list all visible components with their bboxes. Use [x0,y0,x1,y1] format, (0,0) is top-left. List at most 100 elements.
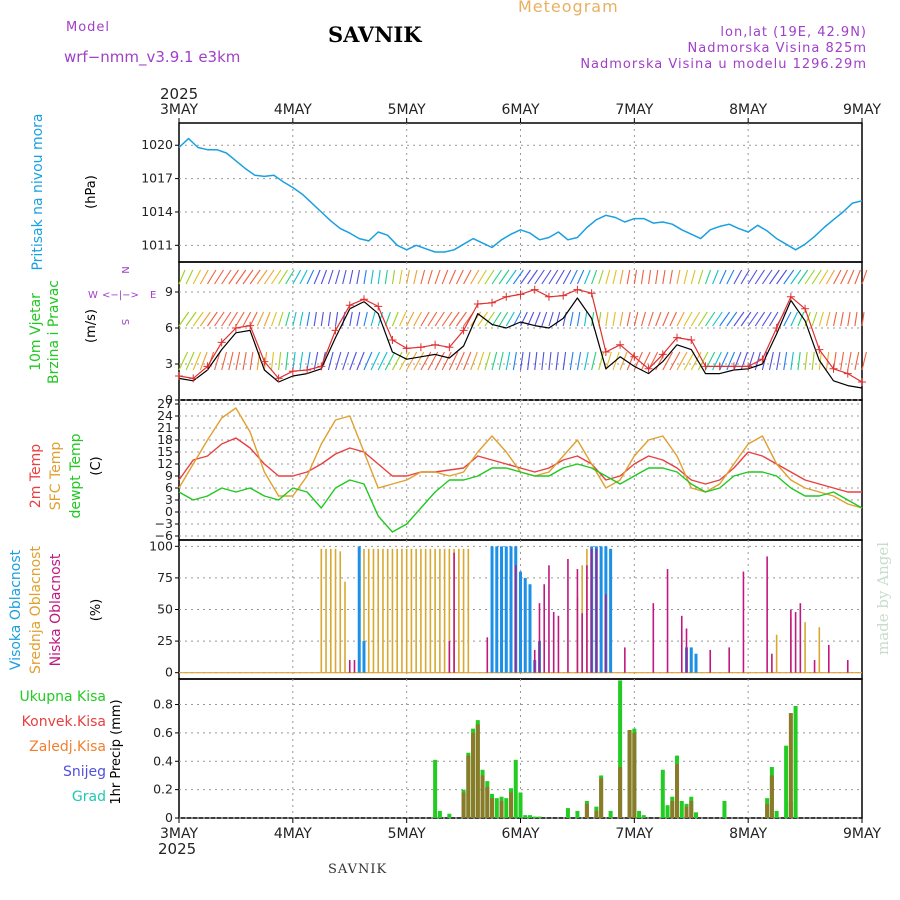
wind-arrow [228,351,234,371]
y-tick-label: 24 [157,408,173,423]
wind-gust-marker [260,357,269,366]
wind-gust-marker [786,292,795,301]
wind-arrow [434,351,445,371]
wind-gust-marker [388,336,397,344]
wind-arrow [185,311,197,327]
wind-arrow [562,351,567,371]
compass-south-label: S [119,319,130,325]
wind-arrow [797,311,805,327]
wind-arrow [313,269,321,285]
wind-arrow [491,311,502,327]
wind-arrow [263,269,275,285]
wind-arrow [292,269,302,285]
cloud-low-axis-title: Niska Oblacnost [48,553,64,666]
wind-arrow [783,351,788,371]
y-tick-label: 0 [165,504,173,519]
wind-arrow [363,269,367,285]
wind-arrow [249,311,258,327]
wind-arrow [662,269,666,285]
wind-arrow [797,269,809,285]
wind-gust-marker [673,333,682,342]
wind-arrow [584,269,591,285]
wind-arrow [178,311,190,327]
panel-frame [178,261,863,401]
y-tick-label: 9 [165,468,173,483]
wind-arrow [811,269,822,285]
wind-gust-marker [516,290,525,299]
wind-gust-marker [331,326,340,335]
time-tick-label-bottom: 3MAY [160,826,198,842]
wind-arrow [648,311,654,327]
wind-arrow [626,269,631,285]
precip-bar [793,705,798,818]
wind-arrow [363,311,368,327]
wind-arrow [349,311,353,327]
wind-arrow [263,351,268,371]
wind-arrow [391,269,396,285]
cloud-mid-axis-title: Srednja Oblacnost [28,546,44,674]
wind-arrow [207,311,218,327]
wind-arrow [648,269,652,285]
wind-arrow [733,311,745,327]
temp-unit-label: (C) [89,456,104,475]
wind-gust-marker [530,285,539,294]
dewpt-axis-title: dewpt Temp [68,433,84,518]
wind-arrow [548,311,554,327]
wind-arrow [662,351,674,371]
wind-arrow [413,351,425,371]
wind-arrow [448,269,457,285]
wind-arrow [840,269,848,285]
time-tick-label-top: 4MAY [274,102,312,118]
wind-gust-marker [374,302,383,311]
precip-bar [594,810,599,818]
y-tick-label: 3 [165,492,173,507]
wind-arrow [477,351,485,371]
precip-bar [471,732,476,818]
y-tick-label: 1020 [141,137,173,152]
wind-arrow [221,269,232,285]
wind-arrow [576,351,582,371]
wind-gust-marker [445,343,454,352]
wind-arrow [712,269,719,285]
wind-arrow [434,269,441,285]
wind-axis-title-line2: Brzina i Pravac [46,280,62,384]
wind-arrow [761,269,773,285]
wind-arrow [726,269,735,285]
wind-arrow [427,311,438,327]
wind-arrow [242,311,252,327]
cloud-unit-label: (%) [89,599,104,622]
precip-bar [518,792,523,818]
wind-arrow [669,311,678,327]
wind-gust-marker [431,340,440,349]
wind-arrow [591,269,598,285]
wind-arrow [740,311,752,327]
wind-arrow [655,269,659,285]
wind-gust-marker [843,369,852,378]
wind-arrow [285,269,295,285]
wind-arrow [327,269,334,285]
precip-bar [584,803,589,818]
precip-bar [684,806,689,818]
wind-arrow [377,269,381,285]
wind-arrow [562,269,572,285]
wind-arrow [811,351,815,371]
y-tick-label: 1014 [141,204,173,219]
wind-arrow [769,269,780,285]
wind-arrow [263,311,271,327]
compass-east-label: E [150,290,156,301]
wind-arrow [470,351,478,371]
elevation-label: Nadmorska Visina 825m [687,41,867,56]
wind-arrow [334,311,339,327]
panel-frame [178,399,863,541]
time-tick-label-top: 8MAY [729,102,767,118]
wind-gust-marker [687,336,696,344]
precip-bar [437,810,442,818]
wind-arrow [662,311,670,327]
wind-arrow [356,269,360,285]
wind-arrow [235,351,241,371]
wind-arrow [598,269,604,285]
wind-arrow [548,351,552,371]
wind-arrow [313,311,317,327]
wind-arrow [555,311,561,327]
